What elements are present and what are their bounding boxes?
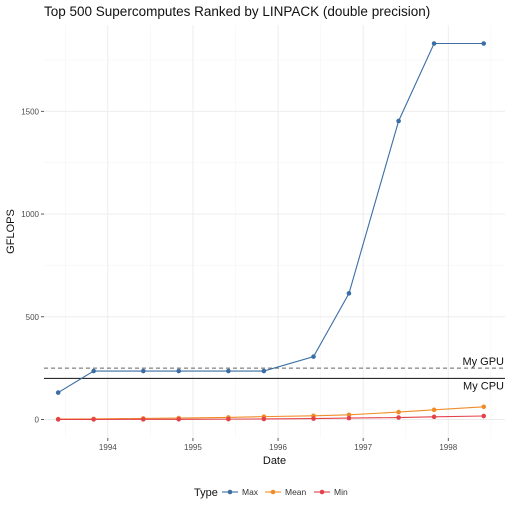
data-point-min [226, 416, 231, 422]
y-tick-label: 1500 [21, 107, 39, 116]
y-tick-label: 0 [35, 416, 40, 425]
y-axis-title: GFLOPS [5, 209, 17, 254]
data-point-max [431, 41, 437, 46]
data-point-max [140, 368, 146, 374]
y-tick-label: 1000 [21, 210, 39, 219]
chart-title: Top 500 Supercomputes Ranked by LINPACK … [44, 4, 430, 19]
legend-label-mean: Mean [285, 487, 307, 497]
data-point-min [481, 413, 487, 419]
legend-key-point-mean [270, 489, 276, 495]
x-tick-label: 1996 [269, 443, 287, 452]
legend-label-max: Max [242, 487, 259, 497]
reference-lines [44, 367, 505, 379]
data-point-mean [346, 412, 352, 418]
x-tick-label: 1997 [354, 443, 372, 452]
data-point-min [91, 417, 96, 422]
legend: Type Max Mean Min [194, 487, 348, 499]
data-point-min [431, 414, 437, 420]
data-point-min [311, 416, 316, 421]
data-point-min [176, 416, 182, 422]
data-point-max [261, 368, 267, 374]
x-axis-title: Date [263, 455, 286, 467]
data-point-mean [481, 404, 487, 410]
data-point-max [481, 41, 487, 46]
legend-key-point-max [227, 489, 233, 495]
series-points [55, 41, 487, 422]
data-point-max [346, 291, 352, 296]
data-point-min [55, 417, 61, 422]
data-point-min [140, 417, 146, 422]
data-point-min [346, 415, 352, 421]
legend-items: Max Mean Min [222, 487, 348, 497]
data-point-min [261, 416, 267, 422]
data-point-mean [431, 407, 437, 413]
minor-gridlines [44, 25, 505, 438]
data-point-max [55, 390, 61, 395]
data-point-mean [396, 409, 401, 415]
data-point-max [396, 118, 401, 124]
data-point-max [91, 368, 96, 374]
data-point-max [226, 368, 231, 374]
plot-panel [44, 25, 505, 438]
x-tick-label: 1995 [184, 443, 202, 452]
x-tick-label: 1998 [439, 443, 457, 452]
x-axis-ticks: 1994 1995 1996 1997 1998 [99, 438, 458, 452]
reference-label-my-gpu: My GPU [462, 356, 504, 368]
y-axis-ticks: 0 500 1000 1500 [21, 107, 44, 425]
legend-title: Type [194, 487, 218, 499]
x-tick-label: 1994 [99, 443, 117, 452]
data-point-max [311, 354, 316, 359]
reference-label-my-cpu: My CPU [463, 380, 504, 392]
data-point-min [396, 415, 401, 420]
legend-label-min: Min [334, 487, 348, 497]
reference-labels: My GPU My CPU [462, 356, 504, 392]
data-point-max [176, 368, 182, 374]
y-tick-label: 500 [26, 313, 40, 322]
legend-key-point-min [319, 489, 325, 495]
